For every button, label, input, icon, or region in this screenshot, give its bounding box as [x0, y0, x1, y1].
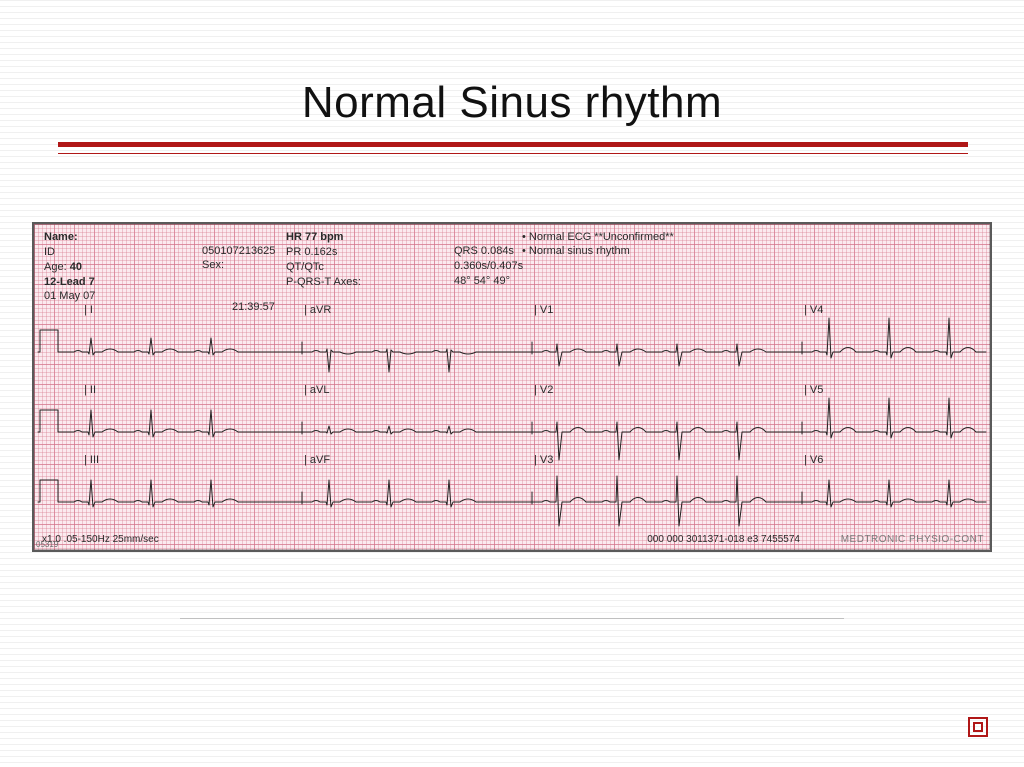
slide-footnote-rule [180, 618, 844, 619]
pr-label: PR [286, 246, 301, 258]
ecg-footer-brand: MEDTRONIC PHYSIO-CONT [841, 533, 984, 547]
lead-label: | V2 [534, 384, 553, 396]
lead-label: | V1 [534, 304, 553, 316]
hr-value: 77 bpm [305, 231, 344, 243]
ecg-footer-left: x1.0 .05-150Hz 25mm/sec [42, 533, 159, 547]
ecg-header-mid: HR 77 bpm PR 0.162s QT/QTc P-QRS-T Axes: [286, 230, 361, 289]
lead-label: | V6 [804, 454, 823, 466]
ecg-header-qrs: QRS 0.084s 0.360s/0.407s 48° 54° 49° [454, 244, 523, 289]
ecg-trace-3 [34, 462, 990, 542]
diag-line-1: • Normal ECG **Unconfirmed** [522, 230, 674, 245]
lead-label: | I [84, 304, 93, 316]
ecg-row-3: | III| aVF| V3| V6 [34, 462, 990, 542]
id-label: ID [44, 246, 55, 258]
lead-label: | aVR [304, 304, 331, 316]
lead-label: | aVL [304, 384, 330, 396]
date-value: 01 May 07 [44, 290, 95, 302]
ecg-trace-2 [34, 392, 990, 472]
ecg-panel: Name: ID Age: 40 12-Lead 7 01 May 07 050… [32, 222, 992, 552]
age-value: 40 [70, 261, 82, 273]
lead-label: | III [84, 454, 99, 466]
lead-label: | V4 [804, 304, 823, 316]
axes-values: 48° 54° 49° [454, 275, 510, 287]
lead-label: | V5 [804, 384, 823, 396]
pr-value: 0.162s [304, 246, 337, 258]
axes-label: P-QRS-T Axes: [286, 276, 361, 288]
qrs-value: 0.084s [481, 245, 514, 257]
name-label: Name: [44, 231, 78, 243]
hr-label: HR [286, 231, 302, 243]
qt-values: 0.360s/0.407s [454, 260, 523, 272]
ecg-footer-right: 000 000 3011371-018 e3 7455574 [647, 533, 800, 547]
outline-icon [968, 717, 988, 737]
ecg-header-left: Name: ID Age: 40 12-Lead 7 01 May 07 [44, 230, 95, 304]
lead-label: | II [84, 384, 96, 396]
ecg-row-2: | II| aVL| V2| V5 [34, 392, 990, 472]
lead-label: | aVF [304, 454, 330, 466]
slide-title: Normal Sinus rhythm [0, 78, 1024, 128]
id-value: 050107213625 [202, 244, 275, 259]
ecg-row-1: | I| aVR| V1| V4 [34, 312, 990, 392]
report-label: 12-Lead 7 [44, 276, 95, 288]
age-label: Age: [44, 261, 67, 273]
lead-label: | V3 [534, 454, 553, 466]
title-underline [58, 142, 968, 154]
qrs-label: QRS [454, 245, 478, 257]
qtqtc-label: QT/QTc [286, 261, 324, 273]
ecg-footer-code: 05319 [36, 540, 58, 551]
ecg-trace-1 [34, 312, 990, 392]
slide: Normal Sinus rhythm Name: ID Age: 40 12-… [0, 0, 1024, 767]
sex-label: Sex: [202, 258, 224, 273]
diag-line-2: • Normal sinus rhythm [522, 244, 630, 259]
